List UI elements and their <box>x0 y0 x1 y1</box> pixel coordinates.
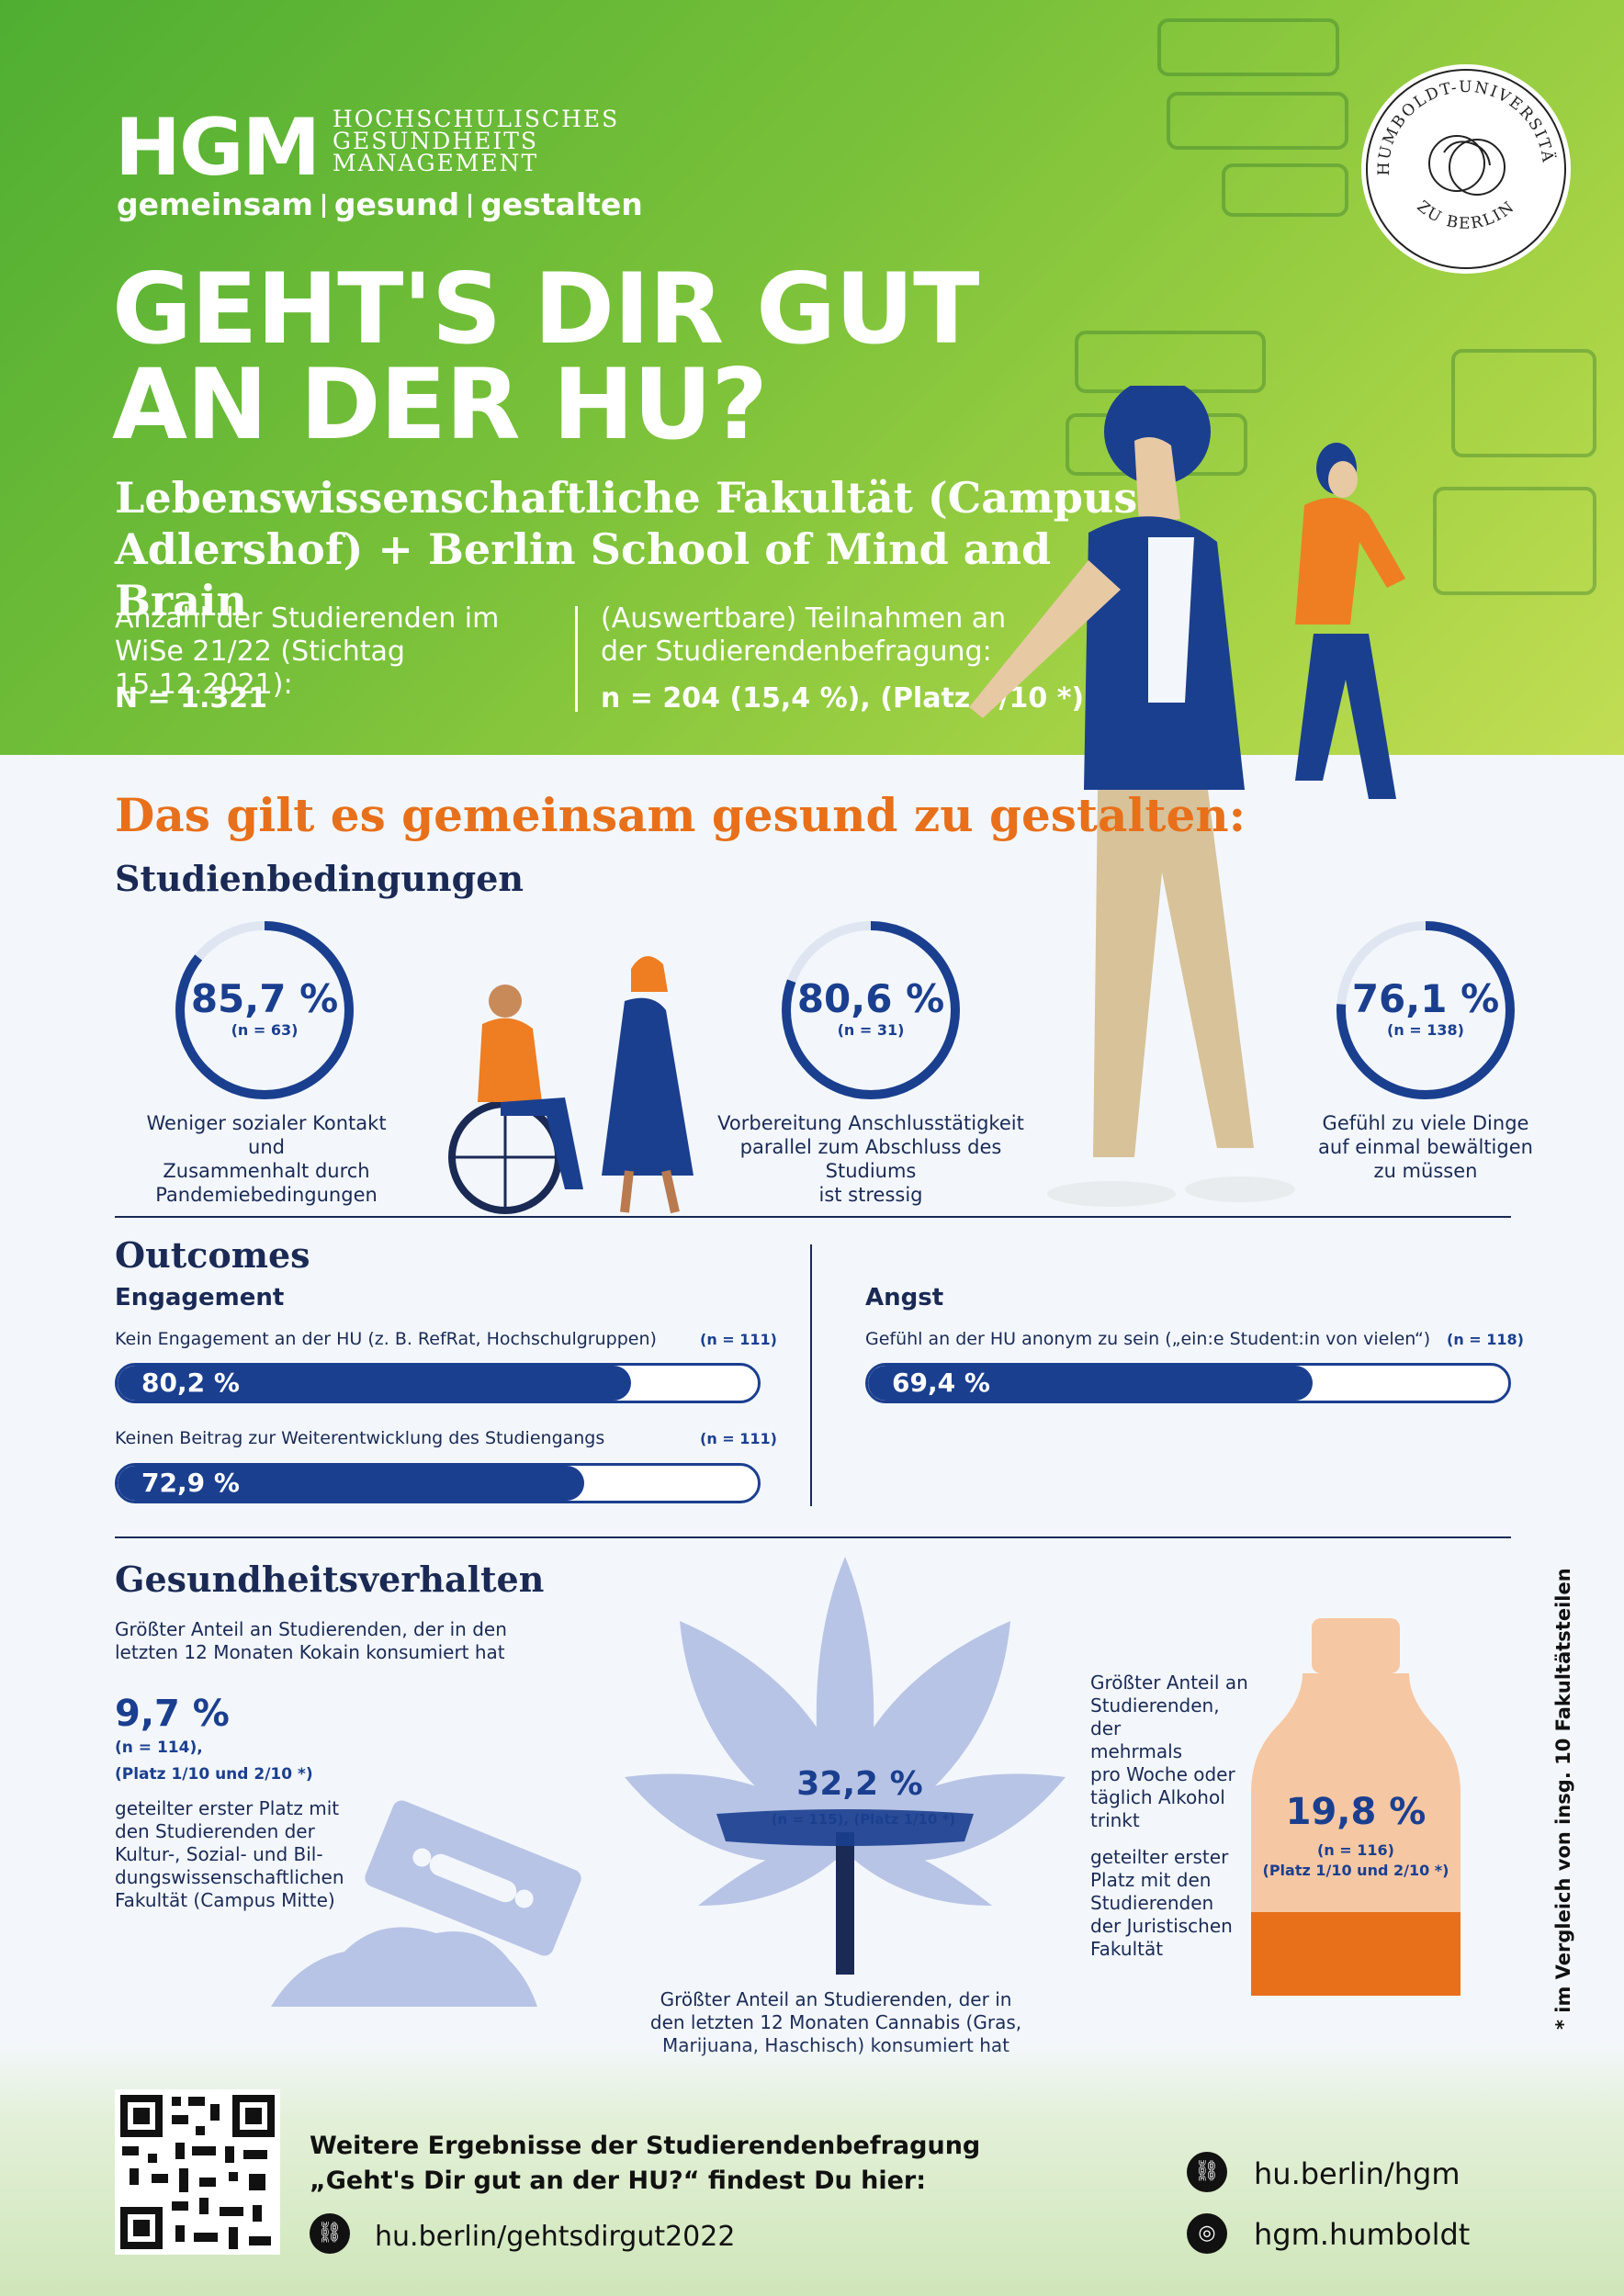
faculty-subtitle: Lebenswissenschaftliche Fakultät (Campus… <box>115 473 1138 625</box>
ring-label-1: 85,7 % (n = 63) <box>190 976 339 1039</box>
alkohol-intro: Größter Anteil an Studierenden, der mehr… <box>1090 1671 1248 1831</box>
bar-label-angst-1: Gefühl an der HU anonym zu sein („ein:e … <box>865 1329 1431 1349</box>
engagement-title: Engagement <box>115 1284 285 1311</box>
instagram-handle[interactable]: hgm.humboldt <box>1254 2217 1471 2252</box>
cannabis-value: 32,2 % <box>796 1765 923 1803</box>
bar-label-engagement-1: Kein Engagement an der HU (z. B. RefRat,… <box>115 1329 657 1349</box>
university-seal: HUMBOLDT-UNIVERSITÄT ZU BERLIN <box>1355 51 1571 274</box>
bottle-icon <box>1251 1618 1460 1996</box>
kokain-value: 9,7 % <box>115 1693 230 1735</box>
gesundheit-title: Gesundheitsverhalten <box>115 1559 545 1600</box>
bar-label-engagement-2: Keinen Beitrag zur Weiterentwicklung des… <box>115 1428 605 1448</box>
side-note: * im Vergleich von insg. 10 Fakultätstei… <box>1552 1568 1574 2030</box>
alkohol-rank: (Platz 1/10 und 2/10 *) <box>1262 1862 1449 1879</box>
kokain-note: geteilter erster Platz mit den Studieren… <box>115 1797 344 1911</box>
kokain-rank: (Platz 1/10 und 2/10 *) <box>115 1765 313 1784</box>
qr-code-icon[interactable] <box>115 2089 280 2255</box>
walking-people-illustration <box>969 386 1405 1207</box>
student-count-label: Anzahl der Studierenden im WiSe 21/22 (S… <box>115 602 500 701</box>
ring-arc-2 <box>782 921 960 1099</box>
ring-caption-3: Gefühl zu viele Dinge auf einmal bewälti… <box>1318 1112 1533 1182</box>
studienbedingungen-title: Studienbedingungen <box>115 858 524 899</box>
link-hgm[interactable]: hu.berlin/hgm <box>1254 2156 1460 2191</box>
header-background <box>0 0 1624 755</box>
bar-angst-1: 69,4 % <box>865 1363 1511 1403</box>
participation-label: (Auswertbare) Teilnahmen an der Studiere… <box>601 602 1007 668</box>
bar-n-angst-1: (n = 118) <box>1447 1331 1524 1348</box>
bar-engagement-1: 80,2 % <box>115 1363 761 1403</box>
outcomes-divider <box>810 1244 812 1506</box>
razor-blade-icon <box>271 1800 581 2007</box>
instagram-icon: ◎ <box>1187 2213 1227 2254</box>
kokain-n: (n = 114), <box>115 1739 203 1757</box>
ring-arc-1 <box>175 921 354 1099</box>
student-count-value: N = 1.321 <box>115 682 268 715</box>
ring-label-3: 76,1 % (n = 138) <box>1351 976 1500 1039</box>
ring-caption-1: Weniger sozialer Kontakt und Zusammenhal… <box>146 1112 387 1206</box>
hgm-logo: HGM <box>115 102 321 194</box>
ring-chart-2 <box>782 921 960 1099</box>
link-icon-hgm: ⛓ <box>1187 2152 1227 2192</box>
divider-2 <box>115 1536 1511 1538</box>
link-icon: ⛓ <box>310 2213 350 2254</box>
link-main[interactable]: hu.berlin/gehtsdirgut2022 <box>375 2221 736 2253</box>
divider-1 <box>115 1216 1511 1218</box>
wheelchair-illustration <box>448 956 694 1214</box>
cannabis-n: (n = 115), (Platz 1/10 *) <box>771 1811 956 1828</box>
alkohol-n: (n = 116) <box>1317 1841 1394 1859</box>
bar-n-engagement-1: (n = 111) <box>700 1331 777 1348</box>
bar-engagement-2: 72,9 % <box>115 1463 761 1503</box>
cannabis-leaf-icon <box>625 1557 1066 1975</box>
ring-arc-3 <box>1336 921 1515 1099</box>
alkohol-note: geteilter erster Platz mit den Studieren… <box>1090 1846 1233 1960</box>
bar-n-engagement-2: (n = 111) <box>700 1430 777 1447</box>
footer-text: Weitere Ergebnisse der Studierendenbefra… <box>310 2132 981 2195</box>
outcomes-title: Outcomes <box>115 1234 310 1276</box>
stat-divider <box>575 606 578 712</box>
page-title: GEHT'S DIR GUT AN DER HU? <box>112 253 979 461</box>
ring-label-2: 80,6 % (n = 31) <box>796 976 945 1039</box>
kokain-intro: Größter Anteil an Studierenden, der in d… <box>115 1618 507 1663</box>
angst-title: Angst <box>865 1284 944 1311</box>
hgm-logo-subtitle: HOCHSCHULISCHES GESUNDHEITS MANAGEMENT <box>333 106 620 176</box>
bottle-fill <box>1251 1912 1460 1996</box>
tagline: gemeinsam gesund gestalten <box>117 186 643 222</box>
ring-chart-1 <box>175 921 354 1099</box>
alkohol-value: 19,8 % <box>1285 1791 1427 1833</box>
section-heading: Das gilt es gemeinsam gesund zu gestalte… <box>115 788 1246 842</box>
ring-chart-3 <box>1336 921 1515 1099</box>
ring-caption-2: Vorbereitung Anschlusstätigkeit parallel… <box>717 1112 1024 1206</box>
